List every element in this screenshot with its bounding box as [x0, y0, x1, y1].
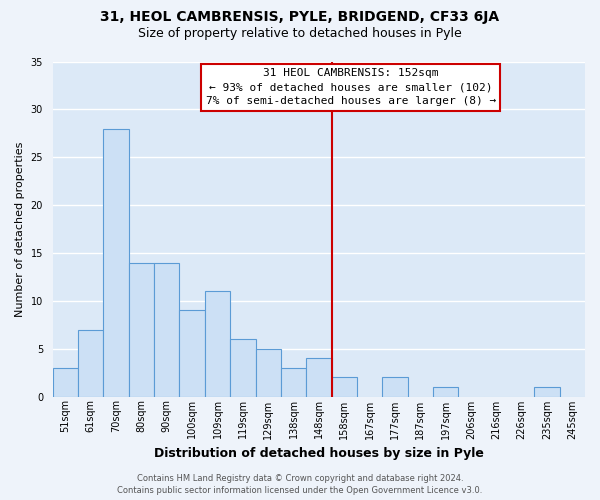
Bar — [53, 368, 78, 396]
Text: 31 HEOL CAMBRENSIS: 152sqm
← 93% of detached houses are smaller (102)
7% of semi: 31 HEOL CAMBRENSIS: 152sqm ← 93% of deta… — [206, 68, 496, 106]
Bar — [306, 358, 332, 397]
Bar — [78, 330, 103, 396]
Bar — [103, 128, 129, 396]
Text: Contains HM Land Registry data © Crown copyright and database right 2024.
Contai: Contains HM Land Registry data © Crown c… — [118, 474, 482, 495]
Bar — [535, 387, 560, 396]
Bar — [256, 348, 281, 397]
Bar — [205, 291, 230, 397]
Bar — [230, 339, 256, 396]
Bar — [332, 378, 357, 396]
Y-axis label: Number of detached properties: Number of detached properties — [15, 142, 25, 316]
Text: 31, HEOL CAMBRENSIS, PYLE, BRIDGEND, CF33 6JA: 31, HEOL CAMBRENSIS, PYLE, BRIDGEND, CF3… — [100, 10, 500, 24]
Bar — [154, 262, 179, 396]
Text: Size of property relative to detached houses in Pyle: Size of property relative to detached ho… — [138, 28, 462, 40]
Bar — [433, 387, 458, 396]
Bar — [129, 262, 154, 396]
Bar — [281, 368, 306, 396]
X-axis label: Distribution of detached houses by size in Pyle: Distribution of detached houses by size … — [154, 447, 484, 460]
Bar — [382, 378, 407, 396]
Bar — [179, 310, 205, 396]
